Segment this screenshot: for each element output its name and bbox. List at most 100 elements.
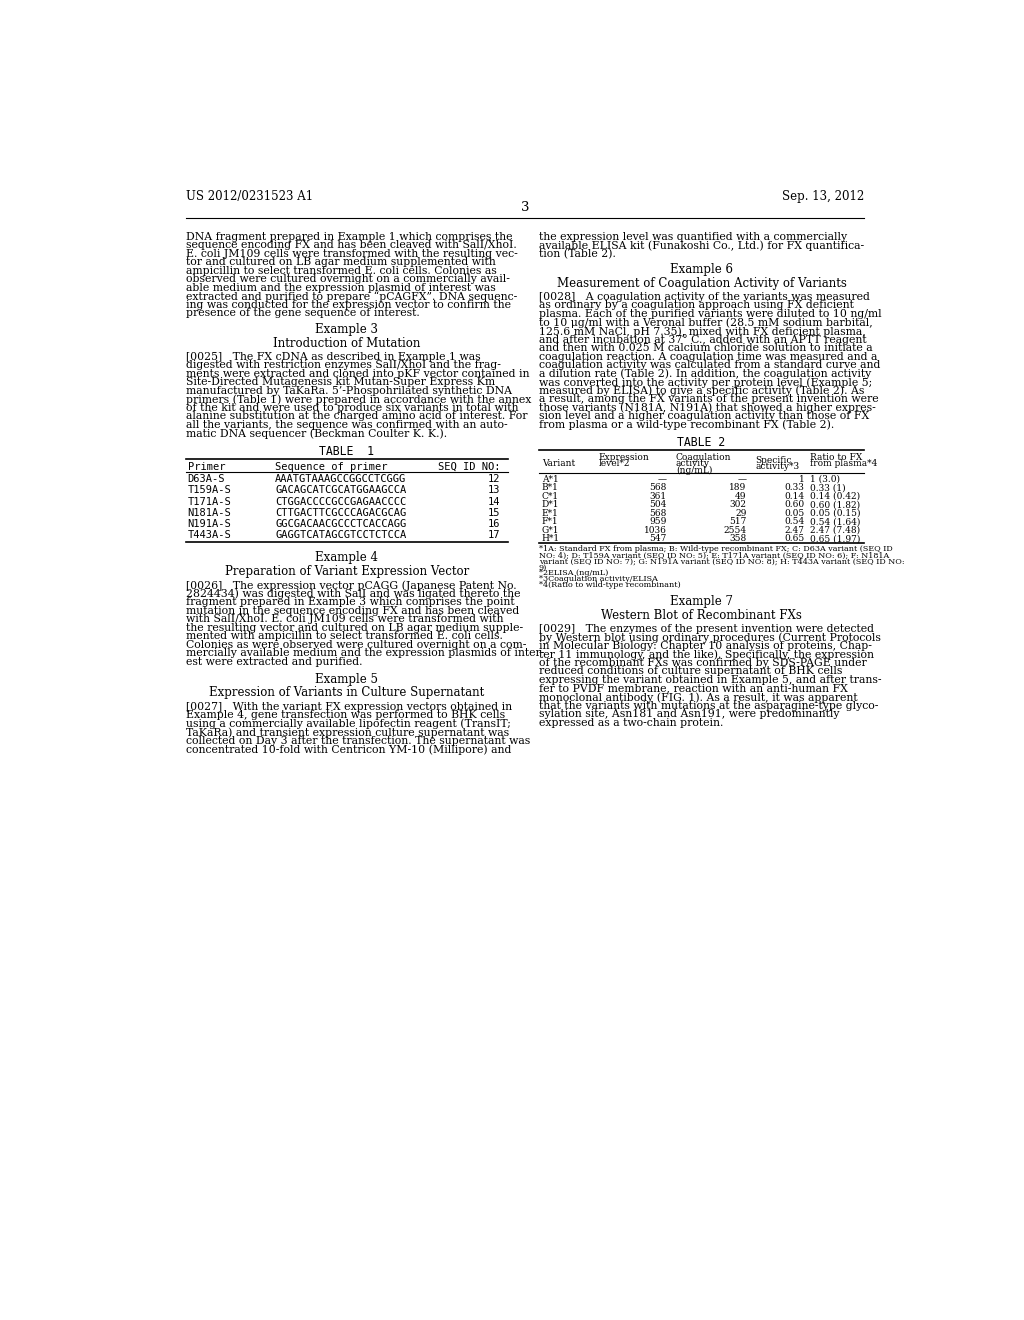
Text: D63A-S: D63A-S — [187, 474, 225, 484]
Text: N181A-S: N181A-S — [187, 508, 231, 517]
Text: coagulation activity was calculated from a standard curve and: coagulation activity was calculated from… — [539, 360, 880, 370]
Text: in Molecular Biology: Chapter 10 analysis of proteins, Chap-: in Molecular Biology: Chapter 10 analysi… — [539, 642, 871, 651]
Text: SEQ ID NO:: SEQ ID NO: — [437, 462, 500, 471]
Text: B*1: B*1 — [542, 483, 559, 492]
Text: 0.33 (1): 0.33 (1) — [810, 483, 846, 492]
Text: Example 4: Example 4 — [315, 552, 379, 565]
Text: Expression: Expression — [598, 453, 649, 462]
Text: the expression level was quantified with a commercially: the expression level was quantified with… — [539, 231, 847, 242]
Text: 504: 504 — [649, 500, 667, 510]
Text: CTTGACTTCGCCCAGACGCAG: CTTGACTTCGCCCAGACGCAG — [275, 508, 407, 517]
Text: 2554: 2554 — [723, 525, 746, 535]
Text: ter 11 immunology, and the like). Specifically, the expression: ter 11 immunology, and the like). Specif… — [539, 649, 873, 660]
Text: Sequence of primer: Sequence of primer — [275, 462, 388, 471]
Text: 568: 568 — [649, 483, 667, 492]
Text: of the kit and were used to produce six variants in total with: of the kit and were used to produce six … — [186, 403, 518, 413]
Text: 17: 17 — [487, 531, 500, 540]
Text: [0028]   A coagulation activity of the variants was measured: [0028] A coagulation activity of the var… — [539, 292, 869, 302]
Text: *4(Ratio to wild-type recombinant): *4(Ratio to wild-type recombinant) — [539, 582, 681, 590]
Text: sion level and a higher coagulation activity than those of FX: sion level and a higher coagulation acti… — [539, 412, 869, 421]
Text: sequence encoding FX and has been cleaved with SalI/XhoI.: sequence encoding FX and has been cleave… — [186, 240, 517, 249]
Text: 0.65: 0.65 — [784, 535, 805, 544]
Text: Preparation of Variant Expression Vector: Preparation of Variant Expression Vector — [225, 565, 469, 578]
Text: mented with ampicillin to select transformed E. coli cells.: mented with ampicillin to select transfo… — [186, 631, 503, 642]
Text: 14: 14 — [487, 496, 500, 507]
Text: G*1: G*1 — [542, 525, 559, 535]
Text: TABLE  1: TABLE 1 — [319, 445, 375, 458]
Text: with SalI/XhoI. E. coli JM109 cells were transformed with: with SalI/XhoI. E. coli JM109 cells were… — [186, 614, 504, 624]
Text: Example 7: Example 7 — [670, 595, 733, 609]
Text: tor and cultured on LB agar medium supplemented with: tor and cultured on LB agar medium suppl… — [186, 257, 496, 267]
Text: mutation in the sequence encoding FX and has been cleaved: mutation in the sequence encoding FX and… — [186, 606, 519, 615]
Text: [0026]   The expression vector pCAGG (Japanese Patent No.: [0026] The expression vector pCAGG (Japa… — [186, 579, 517, 590]
Text: primers (Table 1) were prepared in accordance with the annex: primers (Table 1) were prepared in accor… — [186, 395, 531, 405]
Text: CTGGACCCCGCCGAGAACCCC: CTGGACCCCGCCGAGAACCCC — [275, 496, 407, 507]
Text: and then with 0.025 M calcium chloride solution to initiate a: and then with 0.025 M calcium chloride s… — [539, 343, 872, 354]
Text: F*1: F*1 — [542, 517, 558, 527]
Text: 125.6 mM NaCl, pH 7.35), mixed with FX deficient plasma,: 125.6 mM NaCl, pH 7.35), mixed with FX d… — [539, 326, 865, 337]
Text: tion (Table 2).: tion (Table 2). — [539, 248, 615, 259]
Text: and after incubation at 37° C., added with an APTT reagent: and after incubation at 37° C., added wi… — [539, 334, 866, 346]
Text: measured by ELISA) to give a specific activity (Table 2). As: measured by ELISA) to give a specific ac… — [539, 385, 864, 396]
Text: 547: 547 — [649, 535, 667, 544]
Text: *2ELISA (ng/mL): *2ELISA (ng/mL) — [539, 569, 608, 577]
Text: (ng/mL): (ng/mL) — [676, 466, 713, 475]
Text: H*1: H*1 — [542, 535, 560, 544]
Text: 517: 517 — [729, 517, 746, 527]
Text: those variants (N181A, N191A) that showed a higher expres-: those variants (N181A, N191A) that showe… — [539, 403, 876, 413]
Text: 29: 29 — [735, 510, 746, 517]
Text: 13: 13 — [487, 486, 500, 495]
Text: was converted into the activity per protein level (Example 5;: was converted into the activity per prot… — [539, 378, 872, 388]
Text: Sep. 13, 2012: Sep. 13, 2012 — [782, 190, 864, 203]
Text: 9): 9) — [539, 564, 547, 572]
Text: 2.47: 2.47 — [784, 525, 805, 535]
Text: 0.65 (1.97): 0.65 (1.97) — [810, 535, 860, 544]
Text: ing was conducted for the expression vector to confirm the: ing was conducted for the expression vec… — [186, 300, 511, 310]
Text: 12: 12 — [487, 474, 500, 484]
Text: Introduction of Mutation: Introduction of Mutation — [273, 337, 421, 350]
Text: Example 6: Example 6 — [670, 263, 733, 276]
Text: 1036: 1036 — [644, 525, 667, 535]
Text: manufactured by TaKaRa. 5’-Phospohrilated synthetic DNA: manufactured by TaKaRa. 5’-Phospohrilate… — [186, 385, 512, 396]
Text: expressing the variant obtained in Example 5, and after trans-: expressing the variant obtained in Examp… — [539, 675, 882, 685]
Text: 0.05 (0.15): 0.05 (0.15) — [810, 510, 860, 517]
Text: ments were extracted and cloned into pKF vector contained in: ments were extracted and cloned into pKF… — [186, 368, 529, 379]
Text: Expression of Variants in Culture Supernatant: Expression of Variants in Culture Supern… — [209, 686, 484, 700]
Text: 0.60 (1.82): 0.60 (1.82) — [810, 500, 860, 510]
Text: fragment prepared in Example 3 which comprises the point: fragment prepared in Example 3 which com… — [186, 597, 515, 607]
Text: [0027]   With the variant FX expression vectors obtained in: [0027] With the variant FX expression ve… — [186, 701, 512, 711]
Text: 2824434) was digested with SalI and was ligated thereto the: 2824434) was digested with SalI and was … — [186, 589, 520, 599]
Text: 0.14: 0.14 — [784, 492, 805, 500]
Text: 0.14 (0.42): 0.14 (0.42) — [810, 492, 860, 500]
Text: 568: 568 — [649, 510, 667, 517]
Text: Coagulation: Coagulation — [676, 453, 731, 462]
Text: GACAGCATCGCATGGAAGCCA: GACAGCATCGCATGGAAGCCA — [275, 486, 407, 495]
Text: 16: 16 — [487, 519, 500, 529]
Text: matic DNA sequencer (Beckman Coulter K. K.).: matic DNA sequencer (Beckman Coulter K. … — [186, 429, 447, 440]
Text: the resulting vector and cultured on LB agar medium supple-: the resulting vector and cultured on LB … — [186, 623, 523, 632]
Text: US 2012/0231523 A1: US 2012/0231523 A1 — [186, 190, 313, 203]
Text: TABLE 2: TABLE 2 — [678, 436, 726, 449]
Text: as ordinary by a coagulation approach using FX deficient: as ordinary by a coagulation approach us… — [539, 301, 854, 310]
Text: alanine substitution at the charged amino acid of interest. For: alanine substitution at the charged amin… — [186, 412, 527, 421]
Text: using a commercially available lipofectin reagent (TransIT;: using a commercially available lipofecti… — [186, 718, 511, 729]
Text: C*1: C*1 — [542, 492, 559, 500]
Text: *3Coagulation activity/ELISA: *3Coagulation activity/ELISA — [539, 576, 657, 583]
Text: 0.54: 0.54 — [784, 517, 805, 527]
Text: presence of the gene sequence of interest.: presence of the gene sequence of interes… — [186, 309, 420, 318]
Text: a dilution rate (Table 2). In addition, the coagulation activity: a dilution rate (Table 2). In addition, … — [539, 368, 871, 379]
Text: D*1: D*1 — [542, 500, 559, 510]
Text: 959: 959 — [649, 517, 667, 527]
Text: a result, among the FX variants of the present invention were: a result, among the FX variants of the p… — [539, 395, 879, 404]
Text: E. coli JM109 cells were transformed with the resulting vec-: E. coli JM109 cells were transformed wit… — [186, 248, 518, 259]
Text: mercially available medium and the expression plasmids of inter-: mercially available medium and the expre… — [186, 648, 545, 659]
Text: ampicillin to select transformed E. coli cells. Colonies as: ampicillin to select transformed E. coli… — [186, 265, 497, 276]
Text: collected on Day 3 after the transfection. The supernatant was: collected on Day 3 after the transfectio… — [186, 735, 530, 746]
Text: T443A-S: T443A-S — [187, 531, 231, 540]
Text: 0.33: 0.33 — [784, 483, 805, 492]
Text: *1A: Standard FX from plasma; B: Wild-type recombinant FX; C: D63A variant (SEQ : *1A: Standard FX from plasma; B: Wild-ty… — [539, 545, 893, 553]
Text: from plasma*4: from plasma*4 — [810, 459, 878, 469]
Text: E*1: E*1 — [542, 510, 559, 517]
Text: N191A-S: N191A-S — [187, 519, 231, 529]
Text: GGCGACAACGCCCTCACCAGG: GGCGACAACGCCCTCACCAGG — [275, 519, 407, 529]
